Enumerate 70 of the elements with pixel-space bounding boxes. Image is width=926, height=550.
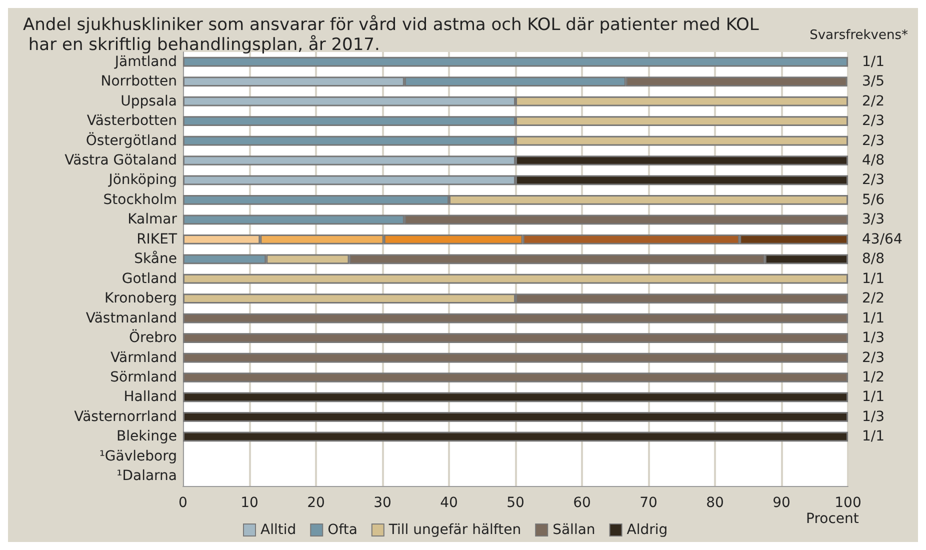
y-tick-label: ¹Dalarna: [116, 468, 177, 484]
bar: [183, 333, 848, 343]
bar: [183, 432, 848, 442]
x-tick-label: 100: [834, 495, 862, 511]
y2-tick-label: 1/1: [862, 389, 885, 406]
legend-label: Alltid: [260, 522, 296, 538]
y-tick-label: Skåne: [134, 250, 177, 268]
y2-tick-label: 2/3: [862, 132, 885, 149]
y-tick-label: Kronoberg: [104, 290, 177, 307]
y-tick-label: Jönköping: [108, 172, 177, 188]
bar: [183, 352, 848, 363]
x-tick-label: 90: [772, 495, 790, 511]
y2-tick-label: 8/8: [862, 251, 885, 268]
bar: [183, 392, 848, 402]
y-tick-label: Västerbotten: [86, 113, 177, 130]
x-axis-title: Procent: [806, 511, 860, 527]
y-tick-label: Östergötland: [86, 132, 177, 149]
y2-tick-label: 1/1: [862, 270, 885, 287]
y2-tick-label: 2/3: [862, 172, 885, 188]
y2-tick-label: 1/2: [862, 370, 885, 386]
y2-tick-label: 5/6: [862, 192, 885, 208]
y2-tick-label: 2/3: [862, 350, 885, 366]
x-tick-label: 50: [506, 495, 524, 511]
y-tick-label: Kalmar: [128, 212, 178, 228]
legend-label: Sällan: [552, 522, 596, 538]
x-tick-label: 60: [573, 495, 591, 511]
y2-tick-label: 1/1: [862, 310, 885, 326]
x-tick-label: 20: [307, 495, 325, 511]
y2-tick-label: 3/5: [862, 74, 885, 90]
y-tick-label: Norrbotten: [100, 74, 177, 90]
y-tick-label: Blekinge: [116, 428, 177, 445]
x-tick-label: 10: [240, 495, 258, 511]
bar: [183, 412, 848, 422]
y-tick-label: Stockholm: [103, 192, 177, 208]
y-tick-label: Halland: [124, 389, 177, 406]
y-tick-label: ¹Gävleborg: [99, 448, 177, 464]
legend-label: Aldrig: [626, 522, 668, 538]
y-tick-label: Jämtland: [114, 54, 177, 70]
y-tick-label: Uppsala: [120, 93, 177, 110]
y-tick-label: Örebro: [129, 329, 177, 346]
legend-label: Ofta: [328, 522, 358, 538]
y2-tick-label: 1/1: [862, 54, 885, 70]
x-tick-label: 40: [440, 495, 458, 511]
y-tick-label: Gotland: [122, 270, 177, 287]
bar: [183, 274, 848, 284]
y2-tick-label: 1/3: [862, 408, 885, 425]
x-tick-label: 80: [706, 495, 724, 511]
y2-axis-title: Svarsfrekvens*: [810, 28, 908, 43]
y-tick-label: Västernorrland: [74, 408, 177, 425]
bar: [183, 372, 848, 382]
y-tick-label: Värmland: [110, 350, 177, 366]
y-tick-label: Sörmland: [110, 370, 177, 386]
x-tick-label: 0: [178, 495, 188, 511]
x-tick-label: 30: [374, 495, 392, 511]
x-tick-label: 70: [640, 495, 658, 511]
y2-tick-label: 1/3: [862, 330, 885, 346]
y2-tick-label: 2/2: [862, 290, 885, 307]
chart-title: Andel sjukhuskliniker som ansvarar för vård vid astma och KOL där patienter med KOL har en skriftlig behandlingsplan, år 2017.: [23, 15, 760, 55]
y-tick-label: Västmanland: [86, 310, 177, 326]
legend-label: Till ungefär hälften: [388, 522, 522, 538]
y-tick-label: Västra Götaland: [64, 152, 177, 168]
y2-tick-label: 2/2: [862, 93, 885, 110]
y2-tick-label: 2/3: [862, 113, 885, 130]
y-tick-label: RIKET: [136, 231, 178, 248]
y2-tick-label: 43/64: [862, 231, 902, 248]
bar: [183, 313, 848, 324]
y2-tick-label: 1/1: [862, 428, 885, 445]
bar: [183, 56, 848, 67]
y2-tick-label: 3/3: [862, 212, 885, 228]
y2-tick-label: 4/8: [862, 152, 885, 168]
